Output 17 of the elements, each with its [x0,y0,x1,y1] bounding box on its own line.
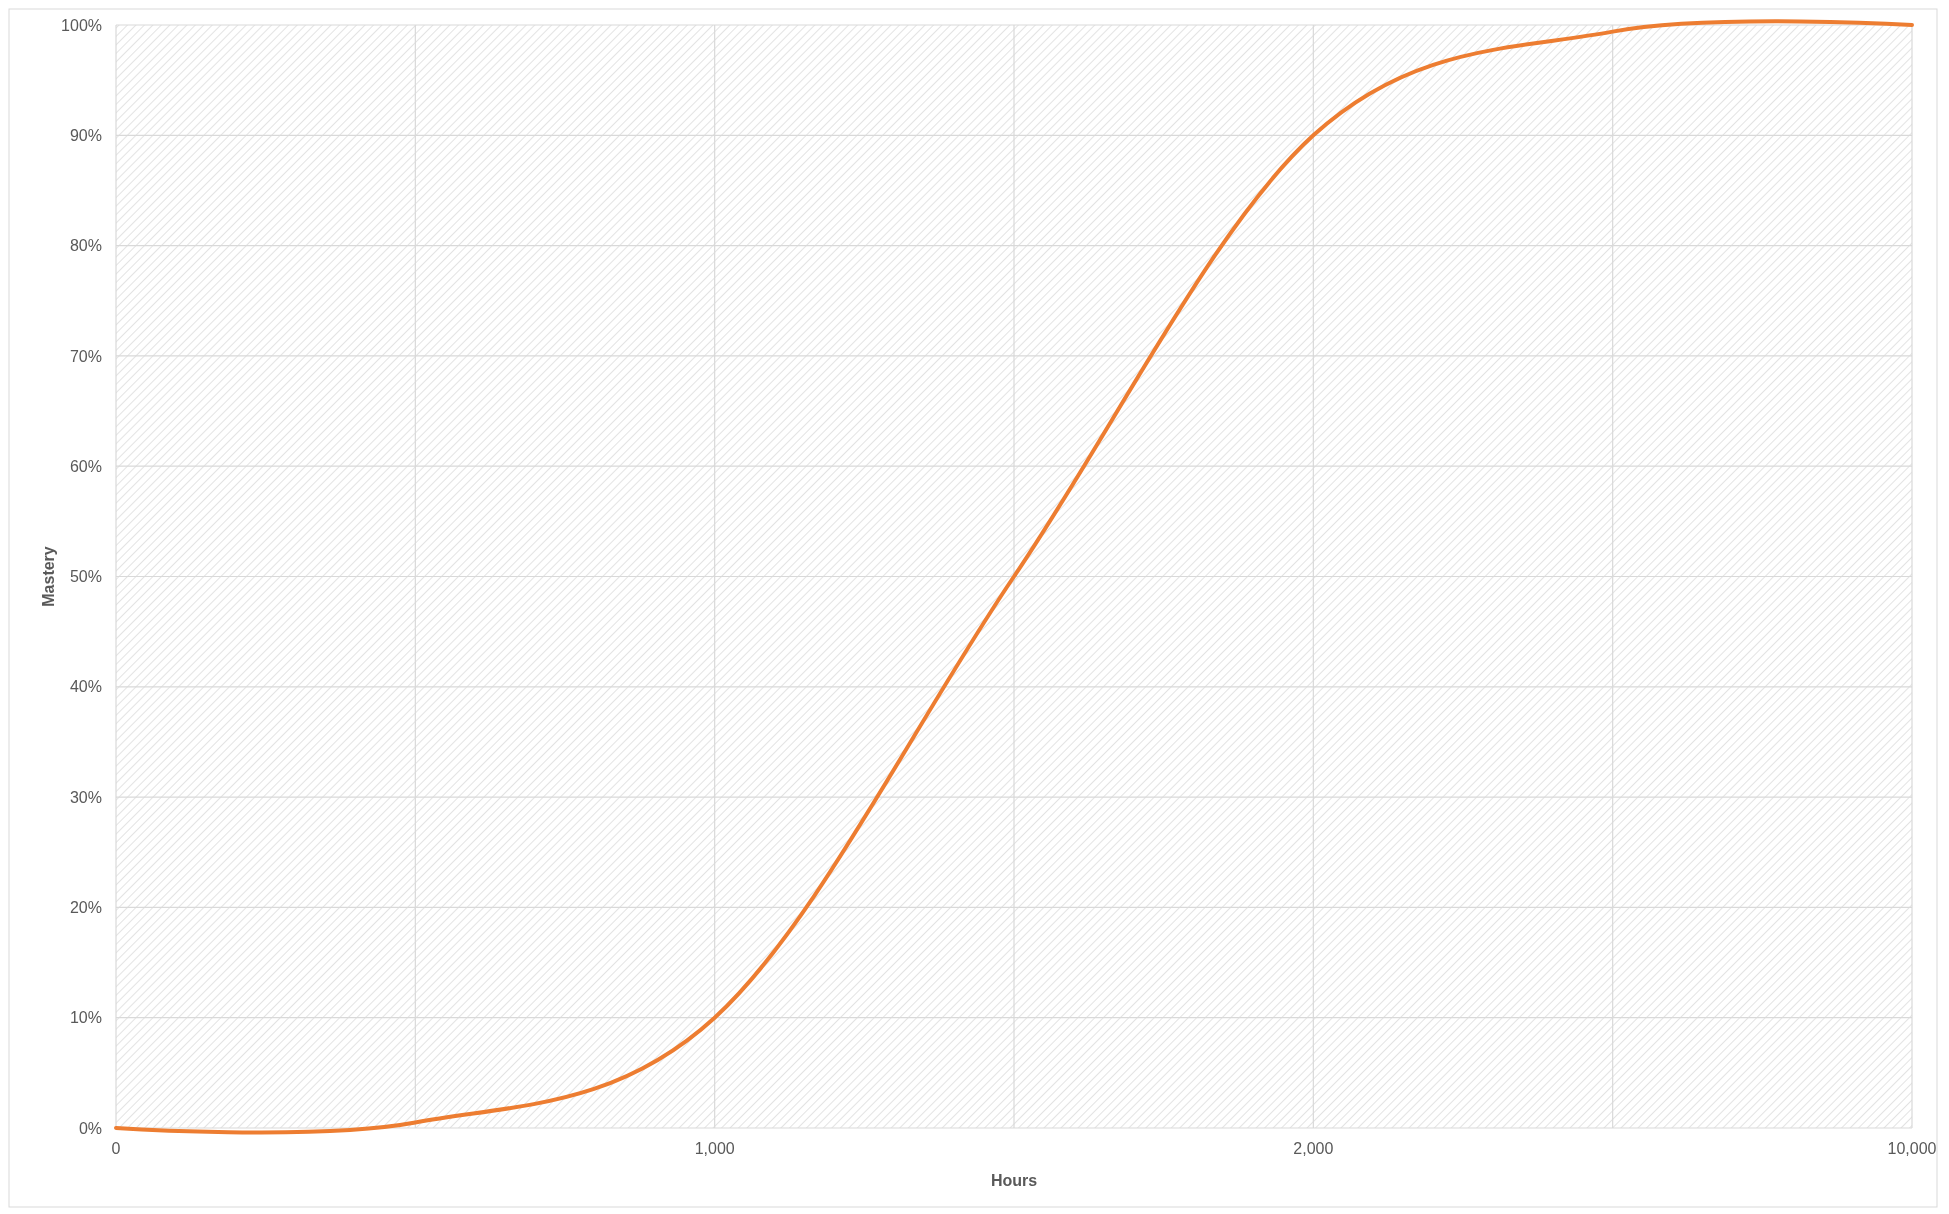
y-tick-label: 60% [69,457,102,475]
x-tick-label: 2,000 [1293,1140,1334,1157]
y-axis-title: Mastery [40,546,57,607]
y-tick-label: 100% [61,16,102,34]
x-tick-label: 0 [111,1140,121,1157]
y-tick-label: 80% [69,237,102,255]
y-tick-label: 40% [69,678,102,696]
x-axis-title: Hours [990,1172,1038,1189]
y-tick-label: 70% [69,347,102,365]
y-tick-label: 20% [69,899,102,916]
y-tick-label: 30% [69,788,102,806]
y-tick-label: 90% [69,126,102,144]
y-tick-label: 50% [69,568,102,586]
y-tick-label: 10% [69,1009,102,1027]
x-tick-label: 10,000 [1887,1140,1937,1157]
x-tick-label: 1,000 [694,1140,735,1157]
y-tick-label: 0% [78,1119,102,1137]
